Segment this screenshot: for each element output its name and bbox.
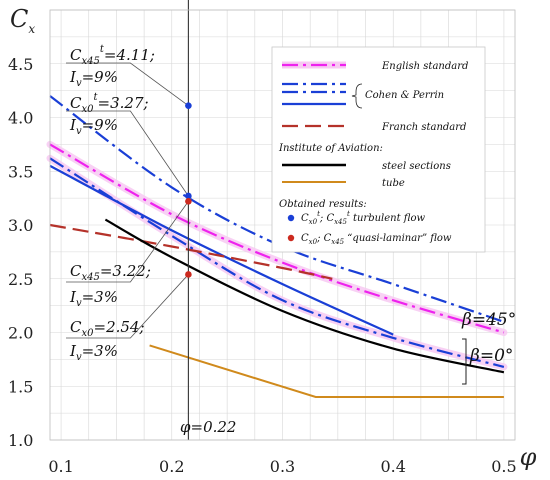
series-line-2 bbox=[49, 157, 505, 368]
series-line-3 bbox=[49, 164, 394, 336]
reference-line: φ=0.22 bbox=[180, 0, 236, 440]
data-point bbox=[185, 198, 192, 205]
annotations: Cx45t=4.11;Iv=9%Cx0t=3.27;Iv=9%Cx45=3.22… bbox=[66, 44, 189, 363]
legend-result-turbulent-label: Cx0t; Cx45t turbulent flow bbox=[301, 210, 425, 226]
axes: 1.0 1.5 2.0 2.5 3.0 3.5 4.0 4.5 0.1 0.2 0.3 0.4 0.5 C… bbox=[8, 5, 537, 476]
y-axis-label: Cx bbox=[10, 5, 35, 36]
legend-result-laminar-marker bbox=[287, 234, 295, 242]
series-line-6 bbox=[149, 344, 504, 398]
series-line-0 bbox=[49, 143, 505, 334]
annotation-label-2: Iv=9% bbox=[69, 68, 118, 89]
legend-label-tube: tube bbox=[382, 178, 405, 189]
y-tick-label: 3.0 bbox=[8, 216, 33, 235]
x-axis-label: φ bbox=[520, 443, 537, 471]
y-tick-label: 2.5 bbox=[8, 270, 33, 289]
legend-label-english: English standard bbox=[381, 61, 468, 72]
reference-line-label: φ=0.22 bbox=[180, 418, 236, 436]
annotation-leader bbox=[66, 62, 189, 106]
plot-frame bbox=[49, 9, 516, 441]
beta-bracket bbox=[462, 338, 467, 385]
y-tick-label: 2.0 bbox=[8, 324, 33, 343]
annotation-leader bbox=[66, 110, 189, 197]
y-tick-label: 3.5 bbox=[8, 162, 33, 181]
series-line-4 bbox=[49, 223, 333, 280]
y-tick-label: 4.0 bbox=[8, 109, 33, 128]
series-line-5 bbox=[104, 218, 505, 374]
annotation-leader bbox=[66, 274, 189, 339]
y-tick-label: 1.0 bbox=[8, 431, 33, 450]
legend-section-title: Institute of Aviation: bbox=[278, 143, 383, 154]
legend: English standard Cohen & Perrin Franch sta… bbox=[271, 46, 486, 253]
data-point bbox=[185, 271, 192, 278]
x-tick-label: 0.4 bbox=[380, 457, 405, 476]
annotation-leader bbox=[66, 201, 189, 283]
legend-result-turbulent-marker bbox=[287, 214, 295, 222]
legend-box bbox=[271, 46, 486, 253]
annotation-label-2: Iv=9% bbox=[69, 116, 118, 137]
annotation-label-1: Cx45t=4.11; bbox=[70, 44, 155, 67]
x-tick-label: 0.1 bbox=[48, 457, 73, 476]
annotation-label-2: Iv=3% bbox=[69, 288, 118, 309]
points bbox=[185, 102, 192, 278]
annotation-label-1: Cx0=2.54; bbox=[70, 318, 145, 339]
legend-brace bbox=[351, 83, 363, 109]
annotation-label-1: Cx0t=3.27; bbox=[70, 92, 149, 115]
data-point bbox=[185, 102, 192, 109]
beta-label-45: β=45° bbox=[461, 310, 516, 330]
annotation-label-2: Iv=3% bbox=[69, 342, 118, 363]
x-tick-label: 0.2 bbox=[159, 457, 184, 476]
x-tick-label: 0.5 bbox=[491, 457, 516, 476]
y-tick-label: 4.5 bbox=[8, 55, 33, 74]
y-tick-label: 1.5 bbox=[8, 377, 33, 396]
beta-label-0: β=0° bbox=[469, 346, 513, 366]
legend-label-steel: steel sections bbox=[382, 161, 451, 172]
x-tick-label: 0.3 bbox=[270, 457, 295, 476]
annotation-label-1: Cx45=3.22; bbox=[70, 262, 151, 283]
legend-result-laminar-label: Cx0; Cx45 “quasi-laminar” flow bbox=[301, 233, 452, 246]
legend-results-title: Obtained results: bbox=[279, 199, 367, 210]
legend-label-franch: Franch standard bbox=[381, 122, 466, 133]
legend-label-cohen: Cohen & Perrin bbox=[365, 90, 444, 101]
data-point bbox=[185, 192, 192, 200]
